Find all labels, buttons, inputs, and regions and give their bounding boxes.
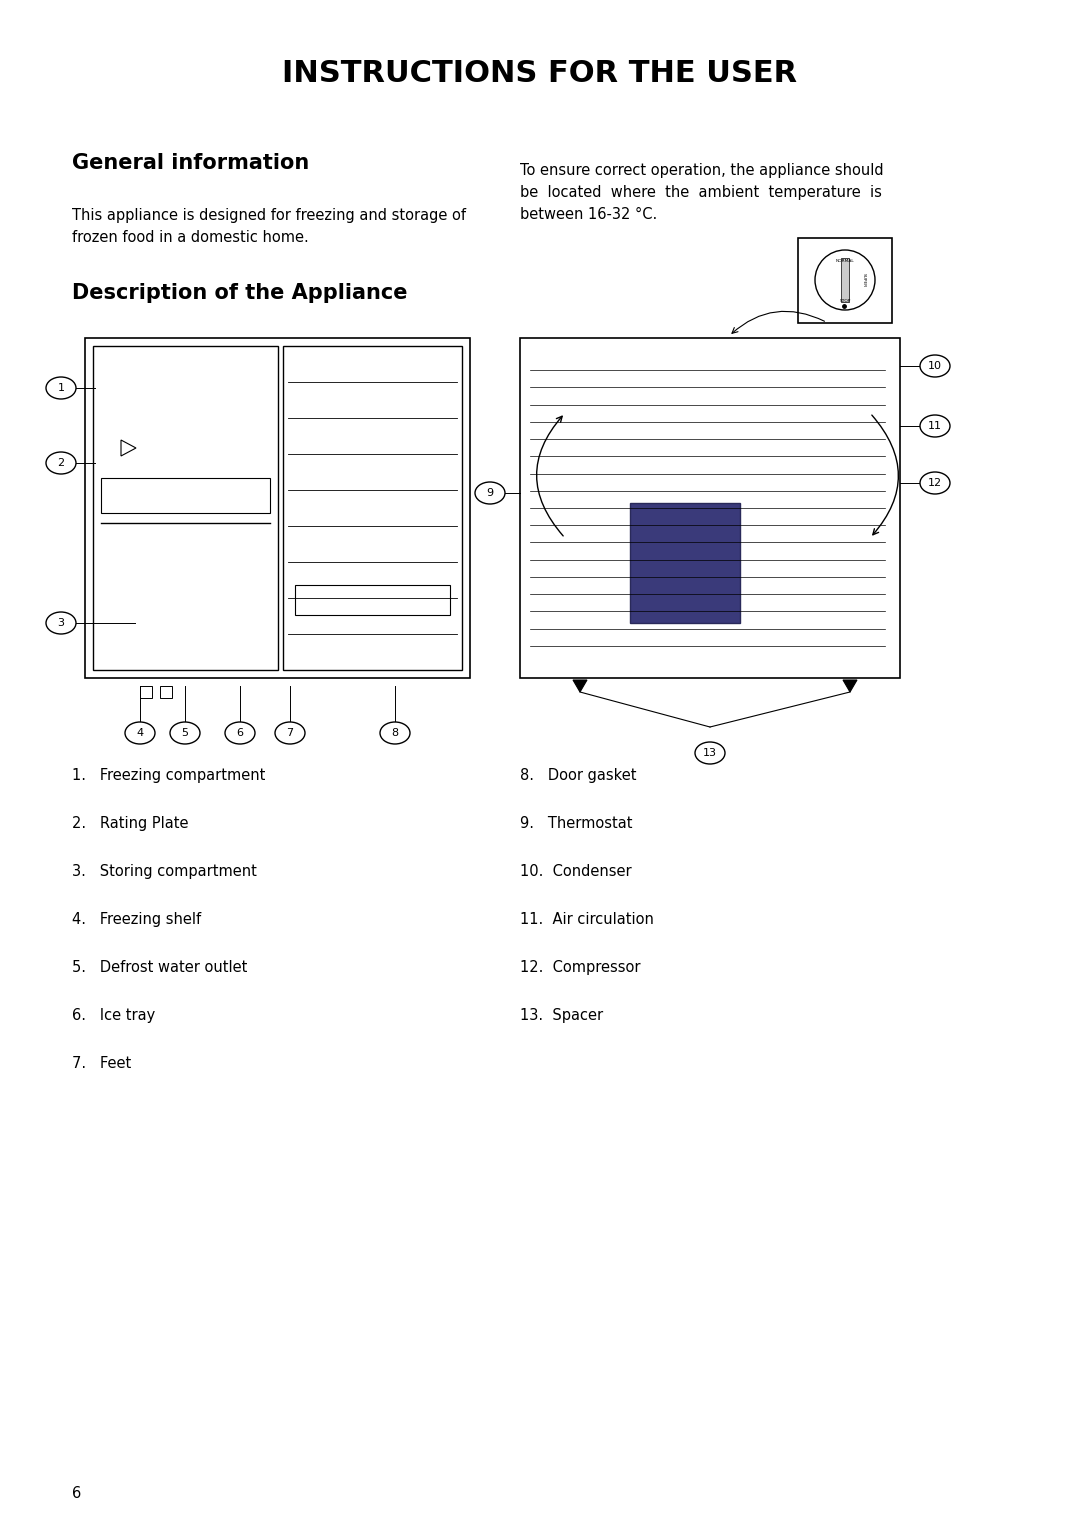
Polygon shape: [843, 680, 858, 692]
Text: 7.   Feet: 7. Feet: [72, 1056, 132, 1071]
Ellipse shape: [275, 723, 305, 744]
Ellipse shape: [46, 377, 76, 399]
Text: 5: 5: [181, 727, 189, 738]
Text: STOP: STOP: [839, 299, 851, 303]
Bar: [283, 345, 462, 669]
Text: 9.   Thermostat: 9. Thermostat: [519, 816, 633, 831]
Text: 13.  Spacer: 13. Spacer: [519, 1008, 603, 1024]
Text: 10: 10: [928, 361, 942, 371]
Text: NORMAL: NORMAL: [836, 260, 854, 263]
Text: 12: 12: [928, 478, 942, 487]
Text: To ensure correct operation, the appliance should
be  located  where  the  ambie: To ensure correct operation, the applian…: [519, 163, 883, 223]
Text: SUPER: SUPER: [862, 274, 866, 287]
Text: 8: 8: [391, 727, 399, 738]
Bar: [85, 338, 470, 678]
Bar: [102, 478, 270, 513]
Ellipse shape: [46, 613, 76, 634]
Text: 2: 2: [57, 458, 65, 468]
Text: 6.   Ice tray: 6. Ice tray: [72, 1008, 156, 1024]
Ellipse shape: [170, 723, 200, 744]
Text: 13: 13: [703, 749, 717, 758]
Bar: [93, 345, 278, 669]
Bar: [295, 585, 450, 614]
Text: 8.   Door gasket: 8. Door gasket: [519, 769, 636, 782]
Text: 3.   Storing compartment: 3. Storing compartment: [72, 863, 257, 879]
Ellipse shape: [475, 481, 505, 504]
Ellipse shape: [920, 472, 950, 494]
Ellipse shape: [696, 743, 725, 764]
Circle shape: [815, 251, 875, 310]
Text: 2.   Rating Plate: 2. Rating Plate: [72, 816, 189, 831]
Text: 10.  Condenser: 10. Condenser: [519, 863, 632, 879]
Text: 4: 4: [136, 727, 144, 738]
Ellipse shape: [46, 452, 76, 474]
Bar: [519, 338, 900, 678]
Bar: [140, 686, 152, 698]
Ellipse shape: [920, 354, 950, 377]
Text: 5.   Defrost water outlet: 5. Defrost water outlet: [72, 960, 247, 975]
Text: General information: General information: [72, 153, 309, 173]
Text: 11.  Air circulation: 11. Air circulation: [519, 912, 653, 927]
Bar: [630, 503, 740, 623]
Text: Description of the Appliance: Description of the Appliance: [72, 283, 407, 303]
Ellipse shape: [225, 723, 255, 744]
Bar: [160, 686, 172, 698]
Bar: [797, 237, 892, 322]
Ellipse shape: [920, 416, 950, 437]
Text: 9: 9: [486, 487, 494, 498]
Text: This appliance is designed for freezing and storage of
frozen food in a domestic: This appliance is designed for freezing …: [72, 208, 465, 244]
Text: 1: 1: [57, 384, 65, 393]
Text: 12.  Compressor: 12. Compressor: [519, 960, 640, 975]
Polygon shape: [573, 680, 588, 692]
Text: 6: 6: [237, 727, 243, 738]
Ellipse shape: [125, 723, 156, 744]
Text: 7: 7: [286, 727, 294, 738]
Text: 11: 11: [928, 422, 942, 431]
Ellipse shape: [380, 723, 410, 744]
Bar: [841, 258, 849, 303]
Text: 3: 3: [57, 617, 65, 628]
Text: 4.   Freezing shelf: 4. Freezing shelf: [72, 912, 201, 927]
Text: INSTRUCTIONS FOR THE USER: INSTRUCTIONS FOR THE USER: [283, 58, 797, 87]
Text: 6: 6: [72, 1485, 81, 1500]
Text: 1.   Freezing compartment: 1. Freezing compartment: [72, 769, 266, 782]
Polygon shape: [121, 440, 136, 455]
